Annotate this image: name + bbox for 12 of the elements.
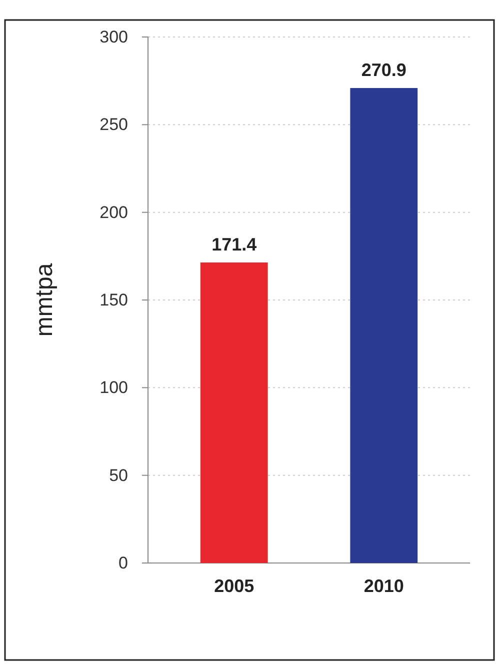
y-axis-title: mmtpa (31, 262, 58, 337)
y-tick-label: 50 (109, 466, 128, 485)
x-tick-label: 2010 (364, 576, 404, 596)
y-tick-label: 0 (118, 553, 128, 572)
x-tick-label: 2005 (214, 576, 254, 596)
y-tick-label: 150 (100, 290, 128, 310)
y-tick-label: 200 (100, 202, 128, 222)
y-tick-label: 300 (100, 27, 128, 46)
y-tick-label: 100 (100, 378, 128, 398)
data-label: 270.9 (361, 60, 406, 80)
y-tick-label: 250 (100, 115, 128, 134)
data-label: 171.4 (212, 234, 257, 254)
